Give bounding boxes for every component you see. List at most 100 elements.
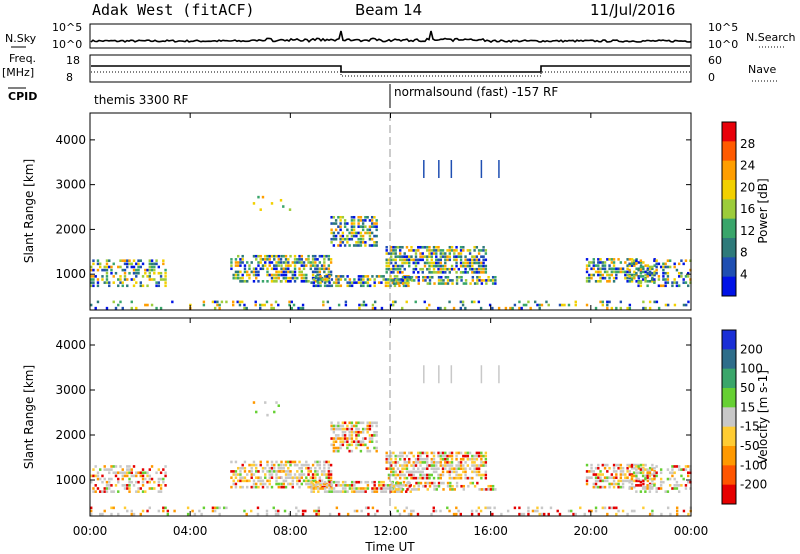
echo-cell xyxy=(460,279,463,282)
echo-cell xyxy=(144,471,147,475)
echo-cell xyxy=(307,482,310,486)
echo-cell xyxy=(382,490,385,493)
echo-cell xyxy=(597,485,600,489)
echo-cell xyxy=(484,470,488,474)
echo-cell xyxy=(128,480,131,484)
echo-cell xyxy=(287,473,290,476)
echo-cell xyxy=(477,464,481,467)
echo-cell xyxy=(316,473,319,476)
echo-cell xyxy=(610,273,614,277)
echo-cell xyxy=(273,254,276,258)
echo-cell xyxy=(346,234,349,238)
echo-cell xyxy=(646,479,650,483)
echo-cell xyxy=(164,284,167,288)
echo-cell xyxy=(653,278,656,281)
echo-cell xyxy=(248,463,251,467)
echo-cell xyxy=(282,267,285,271)
echo-cell xyxy=(375,424,378,428)
echo-cell xyxy=(455,467,458,470)
echo-cell xyxy=(475,245,479,249)
echo-cell xyxy=(462,264,465,268)
echo-cell xyxy=(387,461,391,464)
echo-cell xyxy=(344,278,347,281)
echo-cell xyxy=(426,282,429,285)
echo-cell xyxy=(682,262,685,266)
echo-cell xyxy=(475,451,479,455)
echo-cell xyxy=(430,457,433,461)
echo-cell xyxy=(624,276,627,280)
echo-cell xyxy=(439,267,442,271)
echo-cell xyxy=(482,264,485,268)
echo-cell xyxy=(350,449,354,453)
echo-cell xyxy=(673,484,676,487)
colorbar-tick-label: -200 xyxy=(740,478,767,492)
echo-cell xyxy=(230,258,233,261)
echo-cell xyxy=(126,284,129,288)
echo-cell xyxy=(450,461,454,464)
echo-cell xyxy=(430,252,433,255)
echo-cell xyxy=(621,509,625,513)
echo-cell xyxy=(150,303,154,307)
echo-cell xyxy=(434,509,438,513)
echo-cell xyxy=(646,284,649,288)
echo-cell xyxy=(441,457,445,461)
echo-cell xyxy=(293,276,297,280)
echo-cell xyxy=(350,443,354,447)
echo-cell xyxy=(644,306,647,310)
echo-cell xyxy=(612,476,616,479)
echo-cell xyxy=(453,249,456,252)
echo-cell xyxy=(536,303,539,307)
echo-cell xyxy=(644,485,647,489)
echo-cell xyxy=(606,280,609,283)
echo-cell xyxy=(348,284,352,288)
echo-cell xyxy=(518,306,521,310)
echo-cell xyxy=(150,262,154,266)
echo-cell xyxy=(608,258,611,261)
echo-cell xyxy=(275,273,278,277)
echo-cell xyxy=(689,468,692,471)
echo-cell xyxy=(164,474,167,478)
echo-cell xyxy=(157,265,161,269)
echo-cell xyxy=(261,479,265,483)
echo-cell xyxy=(408,461,411,464)
echo-cell xyxy=(350,237,354,241)
echo-cell xyxy=(352,430,356,434)
echo-cell xyxy=(144,477,147,481)
echo-cell xyxy=(630,264,634,267)
echo-cell xyxy=(396,490,399,493)
echo-cell xyxy=(459,255,463,258)
echo-cell xyxy=(396,271,400,274)
echo-cell xyxy=(462,245,465,249)
echo-cell xyxy=(651,473,654,476)
echo-cell xyxy=(319,275,322,278)
echo-cell xyxy=(270,267,274,271)
echo-cell xyxy=(112,506,115,510)
echo-cell xyxy=(414,264,418,268)
echo-cell xyxy=(255,276,258,280)
echo-cell xyxy=(439,464,442,467)
echo-cell xyxy=(644,270,647,274)
echo-cell xyxy=(682,477,685,481)
echo-cell xyxy=(410,258,413,262)
echo-cell xyxy=(423,245,427,249)
echo-cell xyxy=(466,249,470,252)
echo-cell xyxy=(408,481,411,485)
echo-cell xyxy=(128,471,131,475)
echo-cell xyxy=(628,473,632,476)
echo-cell xyxy=(431,481,434,485)
echo-cell xyxy=(482,279,486,282)
echo-cell xyxy=(141,509,145,513)
echo-cell xyxy=(624,473,627,476)
echo-cell xyxy=(359,278,363,281)
echo-cell xyxy=(289,473,292,476)
echo-cell xyxy=(626,264,629,267)
echo-cell xyxy=(355,487,358,490)
echo-cell xyxy=(646,473,650,476)
echo-cell xyxy=(421,473,424,477)
echo-cell xyxy=(153,487,156,490)
echo-cell xyxy=(386,484,390,487)
echo-cell xyxy=(375,487,379,490)
echo-cell xyxy=(337,512,341,516)
echo-cell xyxy=(390,481,393,485)
echo-cell xyxy=(468,457,472,461)
